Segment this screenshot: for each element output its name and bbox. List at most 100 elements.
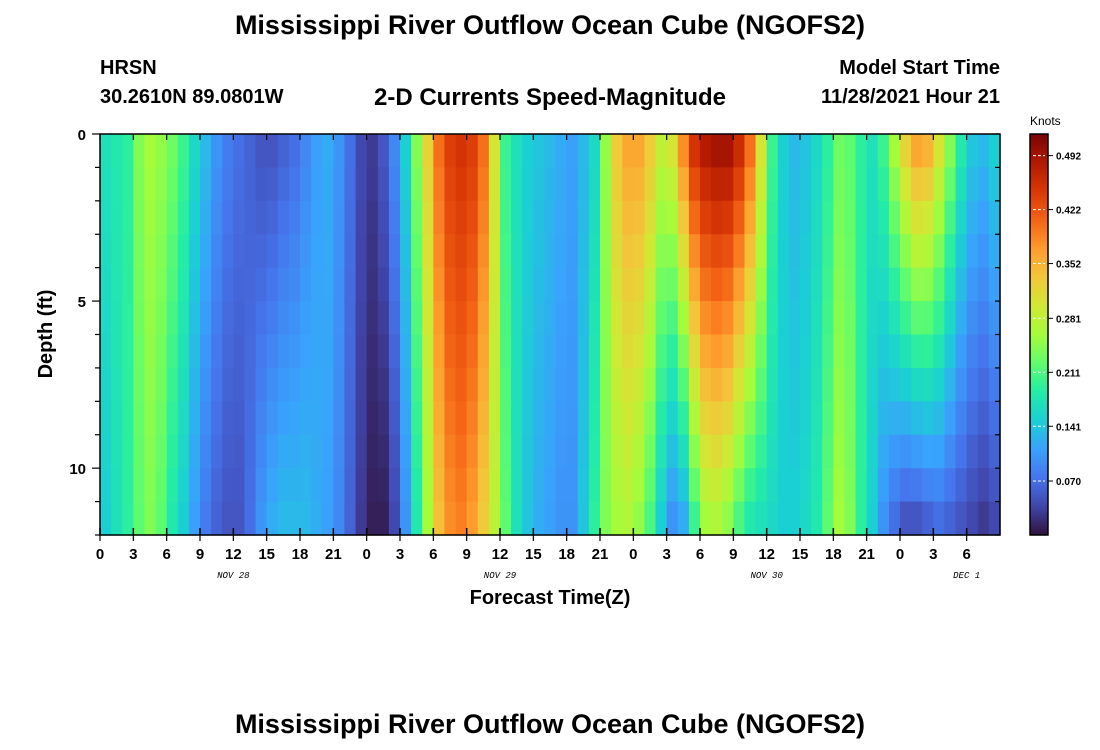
colorbar-tick-label: 0.211 xyxy=(1056,368,1081,379)
heatmap-cell xyxy=(633,334,646,369)
heatmap-cell xyxy=(811,200,823,235)
heatmap-cell xyxy=(200,468,212,503)
heatmap-cell xyxy=(133,401,146,436)
heatmap-cell xyxy=(844,334,857,369)
heatmap-cell xyxy=(766,501,779,536)
heatmap-cell xyxy=(800,367,812,402)
heatmap-cell xyxy=(888,334,901,369)
heatmap-cell xyxy=(411,401,423,436)
heatmap-cell xyxy=(477,401,490,436)
colorbar-tick-label: 0.352 xyxy=(1056,260,1081,271)
heatmap-cell xyxy=(600,134,612,169)
heatmap-cell xyxy=(566,234,579,269)
heatmap-cell xyxy=(833,234,846,269)
heatmap-cell xyxy=(522,468,534,503)
heatmap-cell xyxy=(388,367,401,402)
heatmap-cell xyxy=(177,367,190,402)
heatmap-cell xyxy=(355,234,368,269)
colorbar-tick-label: 0.422 xyxy=(1056,206,1081,217)
heatmap-cell xyxy=(722,334,734,369)
x-tick-label: 18 xyxy=(292,546,309,563)
heatmap-cell xyxy=(100,301,112,336)
heatmap-cell xyxy=(488,200,501,235)
heatmap-cell xyxy=(433,434,446,469)
heatmap-cell xyxy=(422,134,434,169)
heatmap-cell xyxy=(211,468,223,503)
heatmap-cell xyxy=(322,267,334,302)
heatmap-cell xyxy=(444,200,457,235)
heatmap-cell xyxy=(366,434,379,469)
heatmap-cell xyxy=(233,501,246,536)
heatmap-cell xyxy=(344,134,357,169)
heatmap-cell xyxy=(500,468,512,503)
heatmap-cell xyxy=(900,301,912,336)
heatmap-cell xyxy=(111,401,123,436)
heatmap-cell xyxy=(555,134,568,169)
heatmap-cell xyxy=(566,301,579,336)
heatmap-cell xyxy=(844,367,857,402)
heatmap-cell xyxy=(144,301,157,336)
heatmap-cell xyxy=(877,200,890,235)
x-tick-label: 3 xyxy=(929,546,937,563)
heatmap-cell xyxy=(500,501,512,536)
heatmap-cell xyxy=(877,167,890,202)
heatmap-cell xyxy=(111,167,123,202)
heatmap-cell xyxy=(300,234,312,269)
heatmap-cell xyxy=(166,301,179,336)
heatmap-cell xyxy=(577,234,590,269)
heatmap-cell xyxy=(633,200,646,235)
heatmap-cell xyxy=(777,200,790,235)
date-label: NOV 30 xyxy=(750,571,783,581)
heatmap-cell xyxy=(777,501,790,536)
heatmap-cell xyxy=(655,501,668,536)
x-axis: 0 3 6 9 12 15 18 21 0 3 6 9 12 15 18 21 0 3 6 9 12 15 18 21 0 3 6 N… xyxy=(96,134,980,581)
heatmap-cell xyxy=(455,267,468,302)
heatmap-cell xyxy=(788,468,801,503)
heatmap-cell xyxy=(922,334,934,369)
heatmap-cell xyxy=(677,501,690,536)
heatmap-cell xyxy=(611,434,623,469)
heatmap-cell xyxy=(711,367,723,402)
heatmap-cell xyxy=(633,434,646,469)
heatmap-cell xyxy=(988,401,1001,436)
heatmap-cell xyxy=(300,267,312,302)
heatmap-cell xyxy=(777,167,790,202)
heatmap-cell xyxy=(522,434,534,469)
heatmap-cell xyxy=(588,434,601,469)
heatmap-cell xyxy=(188,301,201,336)
heatmap-cell xyxy=(244,301,257,336)
heatmap-cell xyxy=(244,434,257,469)
heatmap-cell xyxy=(955,200,968,235)
heatmap-cell xyxy=(222,468,234,503)
heatmap-cell xyxy=(200,134,212,169)
heatmap-cell xyxy=(933,200,946,235)
heatmap-cell xyxy=(155,267,168,302)
heatmap-cell xyxy=(255,334,268,369)
heatmap-cell xyxy=(722,434,734,469)
heatmap-cell xyxy=(111,301,123,336)
heatmap-cell xyxy=(633,367,646,402)
heatmap-cell xyxy=(722,267,734,302)
heatmap-cell xyxy=(100,267,112,302)
heatmap-cell xyxy=(544,134,557,169)
heatmap-cell xyxy=(744,301,757,336)
heatmap-cell xyxy=(533,267,546,302)
heatmap-cell xyxy=(255,267,268,302)
heatmap-cell xyxy=(144,134,157,169)
heatmap-cell xyxy=(777,401,790,436)
heatmap-cell xyxy=(166,401,179,436)
heatmap-cell xyxy=(133,134,146,169)
heatmap-cell xyxy=(311,234,323,269)
heatmap-cell xyxy=(577,434,590,469)
heatmap-cell xyxy=(344,267,357,302)
heatmap-cell xyxy=(855,401,868,436)
heatmap-cell xyxy=(177,401,190,436)
heatmap-cell xyxy=(211,401,223,436)
x-tick-label: 12 xyxy=(758,546,775,563)
heatmap-cell xyxy=(188,134,201,169)
heatmap-cell xyxy=(200,501,212,536)
heatmap-cell xyxy=(988,200,1001,235)
heatmap-cell xyxy=(122,234,134,269)
heatmap-cell xyxy=(733,234,746,269)
heatmap-cell xyxy=(744,200,757,235)
